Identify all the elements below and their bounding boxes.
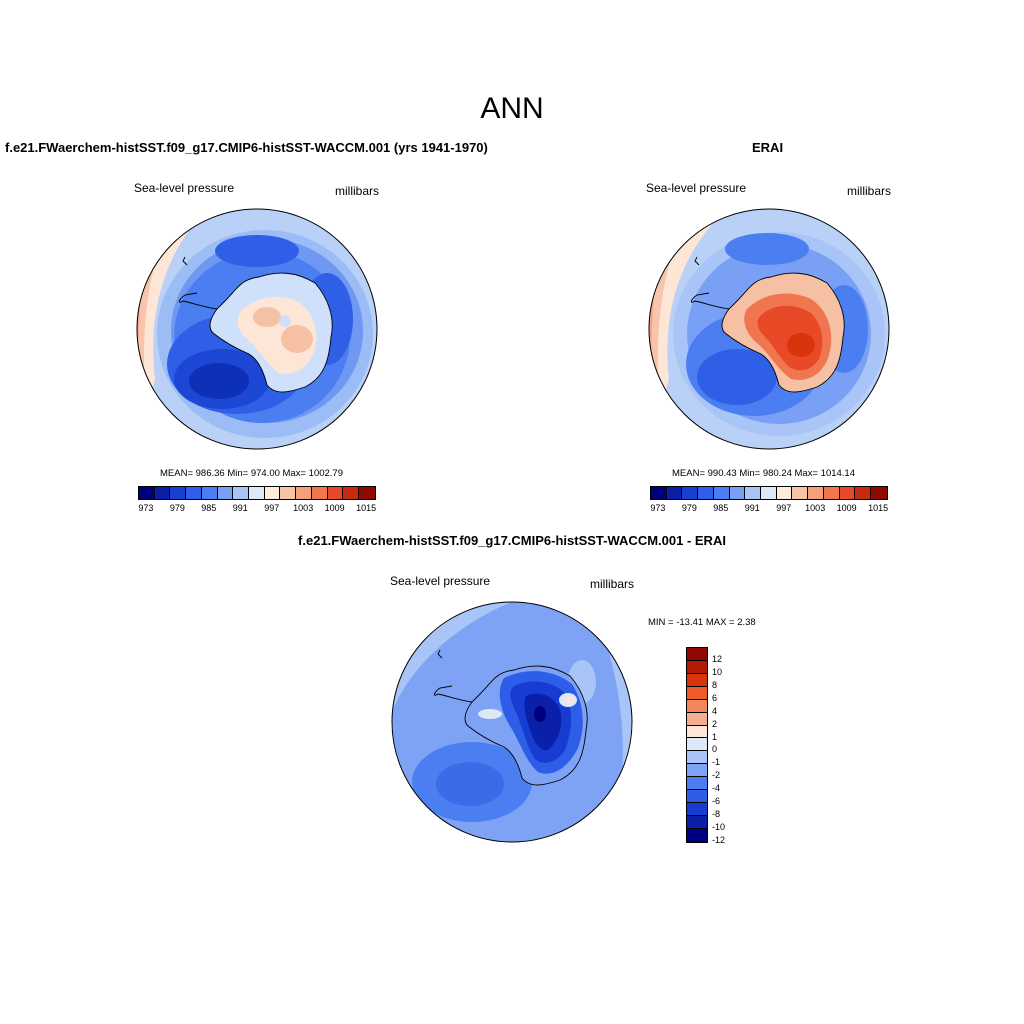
colorbar-tick-label: 1 — [712, 731, 718, 742]
colorbar-segment — [823, 487, 840, 499]
obs-variable-label: Sea-level pressure — [646, 181, 747, 195]
colorbar-segment — [327, 487, 344, 499]
colorbar-tick-label: 985 — [201, 503, 217, 513]
colorbar-segment — [687, 751, 707, 765]
diff-colorbar — [686, 647, 708, 843]
colorbar-segment — [687, 673, 707, 687]
colorbar-tick-label: 997 — [776, 503, 792, 513]
model-stats: MEAN= 986.36 Min= 974.00 Max= 1002.79 — [160, 468, 343, 479]
colorbar-segment — [808, 487, 824, 499]
colorbar-segment — [713, 487, 730, 499]
colorbar-tick-label: 979 — [169, 503, 185, 513]
model-colorbar — [138, 486, 376, 500]
colorbar-segment — [359, 487, 375, 499]
colorbar-segment — [280, 487, 297, 499]
colorbar-segment — [839, 487, 856, 499]
colorbar-tick-label: -6 — [712, 796, 721, 807]
diff-stats: MIN = -13.41 MAX = 2.38 — [648, 617, 756, 628]
colorbar-segment — [343, 487, 360, 499]
colorbar-tick-label: 997 — [264, 503, 280, 513]
model-units-label: millibars — [335, 184, 380, 198]
colorbar-segment — [201, 487, 218, 499]
model-polar-map — [137, 209, 377, 449]
diff-units-label: millibars — [590, 577, 635, 591]
colorbar-segment — [687, 699, 707, 713]
diff-map-border — [391, 601, 633, 843]
colorbar-segment — [186, 487, 202, 499]
colorbar-segment — [687, 738, 707, 752]
obs-panel-title: ERAI — [752, 140, 784, 155]
colorbar-segment — [687, 648, 707, 661]
diff-variable-label: Sea-level pressure — [390, 574, 491, 588]
colorbar-tick-label: 6 — [712, 692, 718, 703]
colorbar-segment — [687, 815, 707, 829]
colorbar-segment — [666, 487, 683, 499]
main-title: ANN — [480, 92, 544, 125]
colorbar-segment — [233, 487, 250, 499]
colorbar-tick-label: 8 — [712, 679, 718, 690]
colorbar-segment — [687, 790, 707, 804]
colorbar-tick-label: 973 — [138, 503, 154, 513]
colorbar-tick-label: -4 — [712, 783, 721, 794]
colorbar-tick-label: 4 — [712, 705, 718, 716]
colorbar-segment — [651, 487, 667, 499]
colorbar-segment — [139, 487, 155, 499]
colorbar-segment — [761, 487, 777, 499]
colorbar-tick-label: -1 — [712, 757, 721, 768]
diff-panel-title: f.e21.FWaerchem-histSST.f09_g17.CMIP6-hi… — [298, 533, 726, 548]
colorbar-tick-label: 2 — [712, 718, 718, 729]
colorbar-tick-label: 10 — [712, 666, 723, 677]
colorbar-tick-label: 1003 — [293, 503, 314, 513]
colorbar-segment — [687, 660, 707, 674]
colorbar-segment — [729, 487, 746, 499]
colorbar-segment — [776, 487, 793, 499]
colorbar-tick-label: 1015 — [868, 503, 889, 513]
obs-units-label: millibars — [847, 184, 892, 198]
obs-stats: MEAN= 990.43 Min= 980.24 Max= 1014.14 — [672, 468, 855, 479]
model-variable-label: Sea-level pressure — [134, 181, 235, 195]
colorbar-segment — [687, 686, 707, 700]
colorbar-tick-label: -8 — [712, 809, 721, 820]
colorbar-segment — [745, 487, 762, 499]
colorbar-segment — [687, 828, 707, 842]
colorbar-tick-label: 1015 — [356, 503, 377, 513]
colorbar-tick-label: 979 — [681, 503, 697, 513]
colorbar-tick-label: -2 — [712, 770, 721, 781]
colorbar-segment — [698, 487, 714, 499]
colorbar-tick-label: 991 — [744, 503, 760, 513]
colorbar-segment — [154, 487, 171, 499]
colorbar-segment — [687, 725, 707, 739]
colorbar-tick-label: 973 — [650, 503, 666, 513]
colorbar-tick-label: -12 — [712, 835, 726, 845]
colorbar-segment — [855, 487, 872, 499]
colorbar-tick-label: 991 — [232, 503, 248, 513]
colorbar-segment — [687, 777, 707, 791]
colorbar-segment — [249, 487, 265, 499]
colorbar-segment — [682, 487, 699, 499]
colorbar-segment — [264, 487, 281, 499]
colorbar-segment — [687, 803, 707, 816]
colorbar-tick-label: 1009 — [324, 503, 345, 513]
colorbar-segment — [170, 487, 187, 499]
colorbar-segment — [687, 712, 707, 726]
model-map-border — [136, 208, 378, 450]
obs-polar-map — [649, 209, 889, 449]
obs-colorbar — [650, 486, 888, 500]
colorbar-tick-label: -10 — [712, 822, 726, 833]
colorbar-tick-label: 1003 — [805, 503, 826, 513]
colorbar-segment — [871, 487, 887, 499]
colorbar-tick-label: 12 — [712, 653, 723, 664]
colorbar-segment — [792, 487, 809, 499]
colorbar-segment — [217, 487, 234, 499]
colorbar-segment — [687, 764, 707, 778]
obs-map-border — [648, 208, 890, 450]
colorbar-segment — [296, 487, 312, 499]
colorbar-tick-label: 985 — [713, 503, 729, 513]
colorbar-tick-label: 0 — [712, 744, 718, 755]
colorbar-segment — [311, 487, 328, 499]
colorbar-tick-label: 1009 — [836, 503, 857, 513]
model-panel-title: f.e21.FWaerchem-histSST.f09_g17.CMIP6-hi… — [5, 140, 488, 155]
